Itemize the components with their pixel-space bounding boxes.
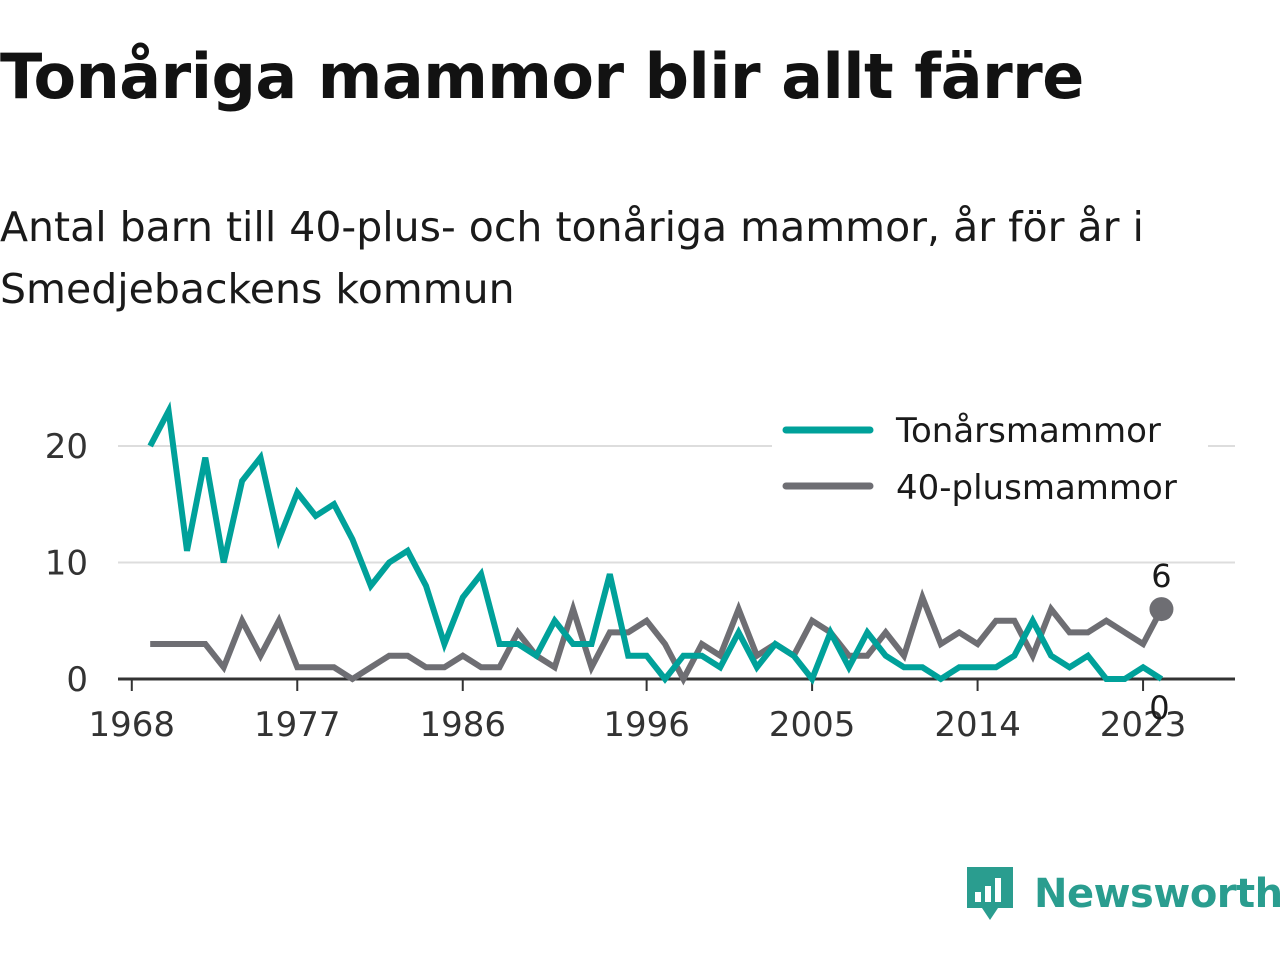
chart-title: Tonåriga mammor blir allt färre bbox=[0, 40, 1084, 113]
y-tick-label-0: 0 bbox=[66, 660, 88, 700]
brand-name: Newsworthy bbox=[1034, 871, 1280, 917]
x-tick-label-1968: 1968 bbox=[89, 705, 176, 745]
chart-subtitle: Antal barn till 40-plus- och tonåriga ma… bbox=[0, 203, 1144, 313]
series-line-ton-rsmammor bbox=[147, 401, 1164, 685]
x-tick-label-2023: 2023 bbox=[1100, 705, 1187, 745]
x-tick-label-1996: 1996 bbox=[603, 705, 690, 745]
brand-logo: Newsworthy bbox=[964, 864, 1280, 924]
y-tick-label-20: 20 bbox=[45, 427, 88, 467]
legend: Tonårsmammor 40-plusmammor bbox=[772, 402, 1208, 522]
x-tick-label-1977: 1977 bbox=[254, 705, 341, 745]
x-tick-label-2005: 2005 bbox=[769, 705, 856, 745]
newsworthy-logo-icon bbox=[967, 867, 1013, 920]
legend-background bbox=[772, 402, 1208, 522]
end-point-40-plusmammor bbox=[1149, 597, 1174, 622]
gridlines: 0 10 20 bbox=[45, 427, 1235, 700]
legend-label-tonarsmammor: Tonårsmammor bbox=[895, 411, 1161, 451]
x-tick-label-1986: 1986 bbox=[419, 705, 506, 745]
x-tick-label-2014: 2014 bbox=[934, 705, 1021, 745]
x-axis: 1968 1977 1986 1996 2005 2014 2023 bbox=[89, 677, 1235, 745]
legend-label-40-plusmammor: 40-plusmammor bbox=[896, 468, 1177, 508]
y-tick-label-10: 10 bbox=[45, 543, 88, 583]
series-line-40-plusmammor bbox=[150, 588, 1165, 686]
series-lines: 60 bbox=[147, 401, 1174, 727]
end-label-tonarsmammor: 0 bbox=[1149, 689, 1169, 727]
end-label-40-plusmammor: 6 bbox=[1151, 557, 1171, 595]
